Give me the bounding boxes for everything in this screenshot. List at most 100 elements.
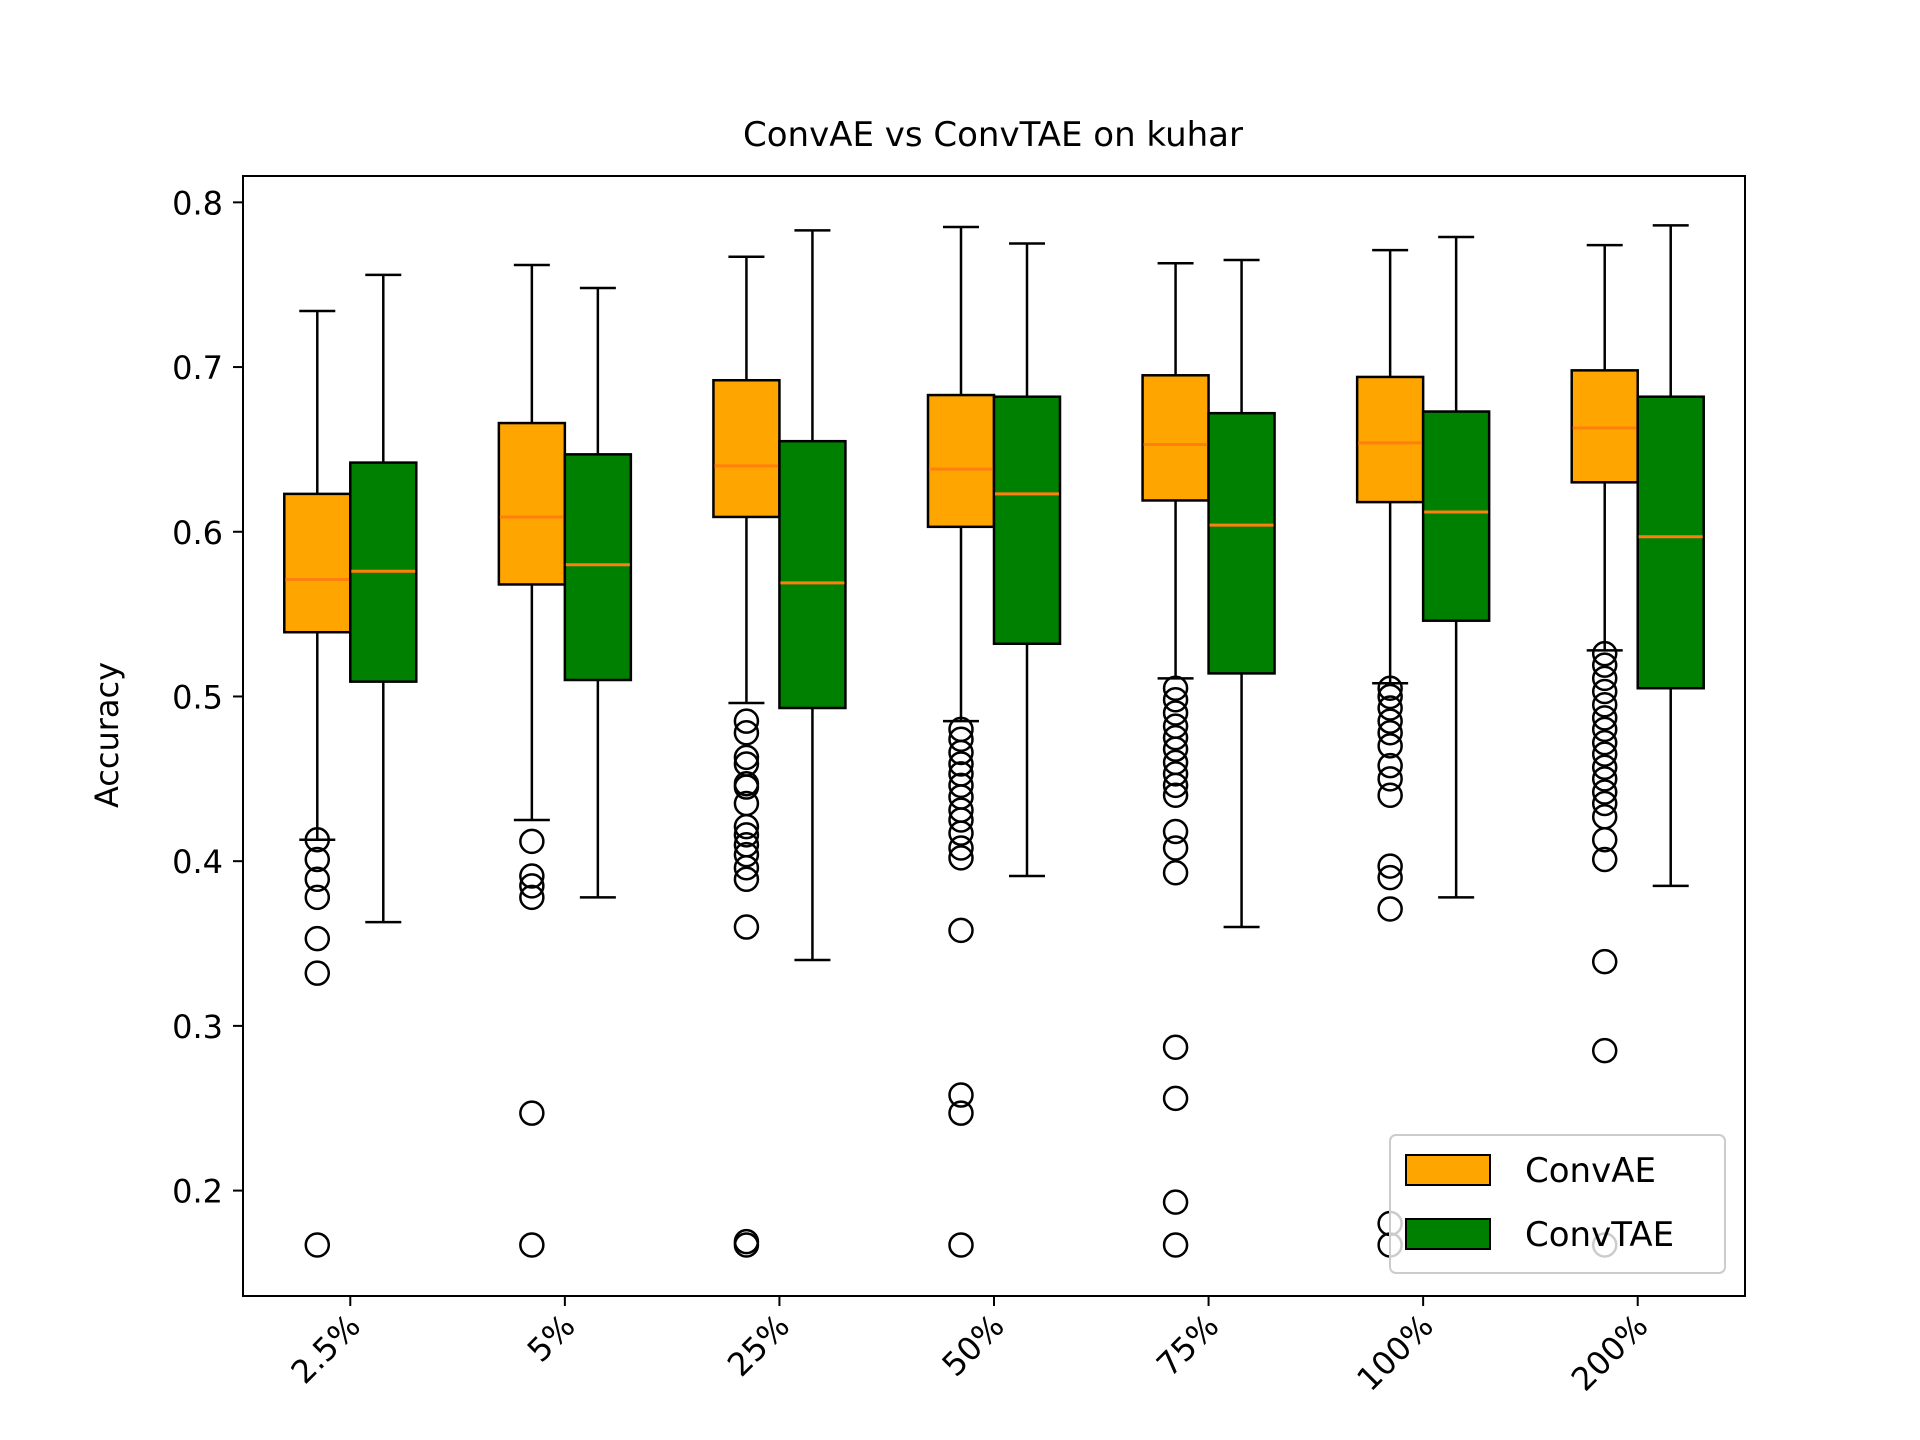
outlier-point — [733, 813, 760, 840]
outlier-point — [304, 884, 331, 911]
outlier-point — [304, 846, 331, 873]
box-convtae — [563, 453, 633, 682]
box-convtae — [1207, 411, 1276, 675]
y-tick-label: 0.5 — [172, 678, 223, 716]
outlier-point — [1162, 736, 1189, 762]
legend: ConvAE ConvTAE — [1389, 1134, 1726, 1274]
outlier-point — [948, 917, 974, 944]
legend-swatch-convtae — [1405, 1218, 1491, 1250]
plot-area-frame — [242, 175, 1746, 1297]
outlier-point — [733, 866, 760, 893]
outlier-point — [1591, 754, 1618, 781]
outlier-point — [1377, 683, 1403, 710]
outlier-point — [1162, 772, 1189, 799]
outlier-point — [1377, 766, 1403, 792]
outlier-point — [1377, 675, 1403, 701]
box-convae — [1570, 369, 1639, 484]
outlier-point — [733, 1232, 760, 1258]
outlier-point — [1162, 700, 1189, 726]
box-convtae — [1636, 395, 1705, 690]
outlier-point — [304, 1232, 331, 1258]
outlier-point — [1591, 716, 1618, 743]
outlier-point — [1162, 818, 1189, 845]
outlier-point — [733, 744, 760, 771]
outlier-point — [1377, 752, 1403, 779]
outlier-point — [1162, 1034, 1189, 1061]
outlier-point — [733, 719, 760, 746]
box-convae — [926, 393, 996, 529]
outlier-point — [1162, 859, 1189, 886]
outlier-point — [1591, 652, 1618, 678]
outlier-point — [733, 708, 760, 734]
outlier-point — [948, 726, 974, 753]
outlier-point — [1591, 729, 1618, 756]
outlier-point — [1591, 779, 1618, 805]
y-axis-label: Accuracy — [88, 662, 126, 808]
outlier-point — [519, 828, 545, 855]
outlier-point — [519, 863, 545, 889]
outlier-point — [1591, 766, 1618, 792]
outlier-point — [948, 751, 974, 777]
outlier-point — [733, 774, 760, 800]
outlier-point — [948, 739, 974, 766]
outlier-point — [304, 827, 331, 853]
outlier-point — [1591, 827, 1618, 853]
chart-title: ConvAE vs ConvTAE on kuhar — [743, 115, 1243, 155]
outlier-point — [1162, 687, 1189, 713]
box-convtae — [992, 395, 1062, 646]
box-convae — [283, 492, 352, 634]
outlier-point — [1162, 1085, 1189, 1112]
box-convae — [497, 421, 567, 586]
y-tick-label: 0.2 — [172, 1173, 223, 1211]
outlier-point — [948, 1232, 974, 1258]
outlier-point — [1591, 705, 1618, 731]
outlier-point — [1591, 678, 1618, 705]
outlier-point — [1377, 695, 1403, 721]
legend-swatch-convae — [1405, 1154, 1491, 1186]
outlier-point — [304, 925, 331, 952]
outlier-point — [1162, 1189, 1189, 1215]
legend-label-convtae: ConvTAE — [1525, 1215, 1674, 1255]
outlier-point — [1162, 835, 1189, 861]
outlier-point — [1162, 782, 1189, 809]
box-convtae — [1421, 410, 1491, 622]
box-convae — [1355, 375, 1425, 504]
outlier-point — [1591, 691, 1618, 718]
outlier-point — [948, 1082, 974, 1108]
outlier-point — [1162, 761, 1189, 787]
outlier-point — [948, 845, 974, 871]
outlier-point — [519, 1100, 545, 1126]
outlier-point — [1377, 733, 1403, 759]
plot-marks: 0.20.30.40.50.60.70.82.5% 5% 25% 50% 75% 100%… — [172, 184, 1705, 1398]
outlier-point — [733, 914, 760, 940]
y-tick-label: 0.7 — [172, 349, 223, 387]
outlier-point — [1591, 640, 1618, 667]
outlier-point — [1591, 790, 1618, 817]
outlier-point — [948, 807, 974, 833]
outlier-point — [519, 1232, 545, 1258]
outlier-point — [1162, 1232, 1189, 1258]
outlier-point — [948, 1100, 974, 1126]
outlier-point — [733, 841, 760, 868]
outlier-point — [1591, 665, 1618, 692]
outlier-point — [1591, 948, 1618, 975]
outlier-point — [733, 822, 760, 848]
outlier-point — [1162, 675, 1189, 701]
box-convtae — [778, 439, 847, 710]
outlier-point — [1377, 864, 1403, 891]
outlier-point — [519, 873, 545, 899]
outlier-point — [948, 835, 974, 861]
outlier-point — [948, 772, 974, 799]
y-tick-label: 0.3 — [172, 1008, 223, 1046]
y-tick-label: 0.4 — [172, 843, 223, 881]
outlier-point — [1591, 1037, 1618, 1064]
outlier-point — [1591, 741, 1618, 767]
box-convae — [712, 378, 781, 519]
outlier-point — [948, 820, 974, 846]
outlier-point — [519, 884, 545, 911]
box-convae — [1141, 374, 1210, 502]
legend-label-convae: ConvAE — [1525, 1151, 1656, 1191]
outlier-point — [1377, 853, 1403, 879]
y-tick-label: 0.6 — [172, 514, 223, 552]
